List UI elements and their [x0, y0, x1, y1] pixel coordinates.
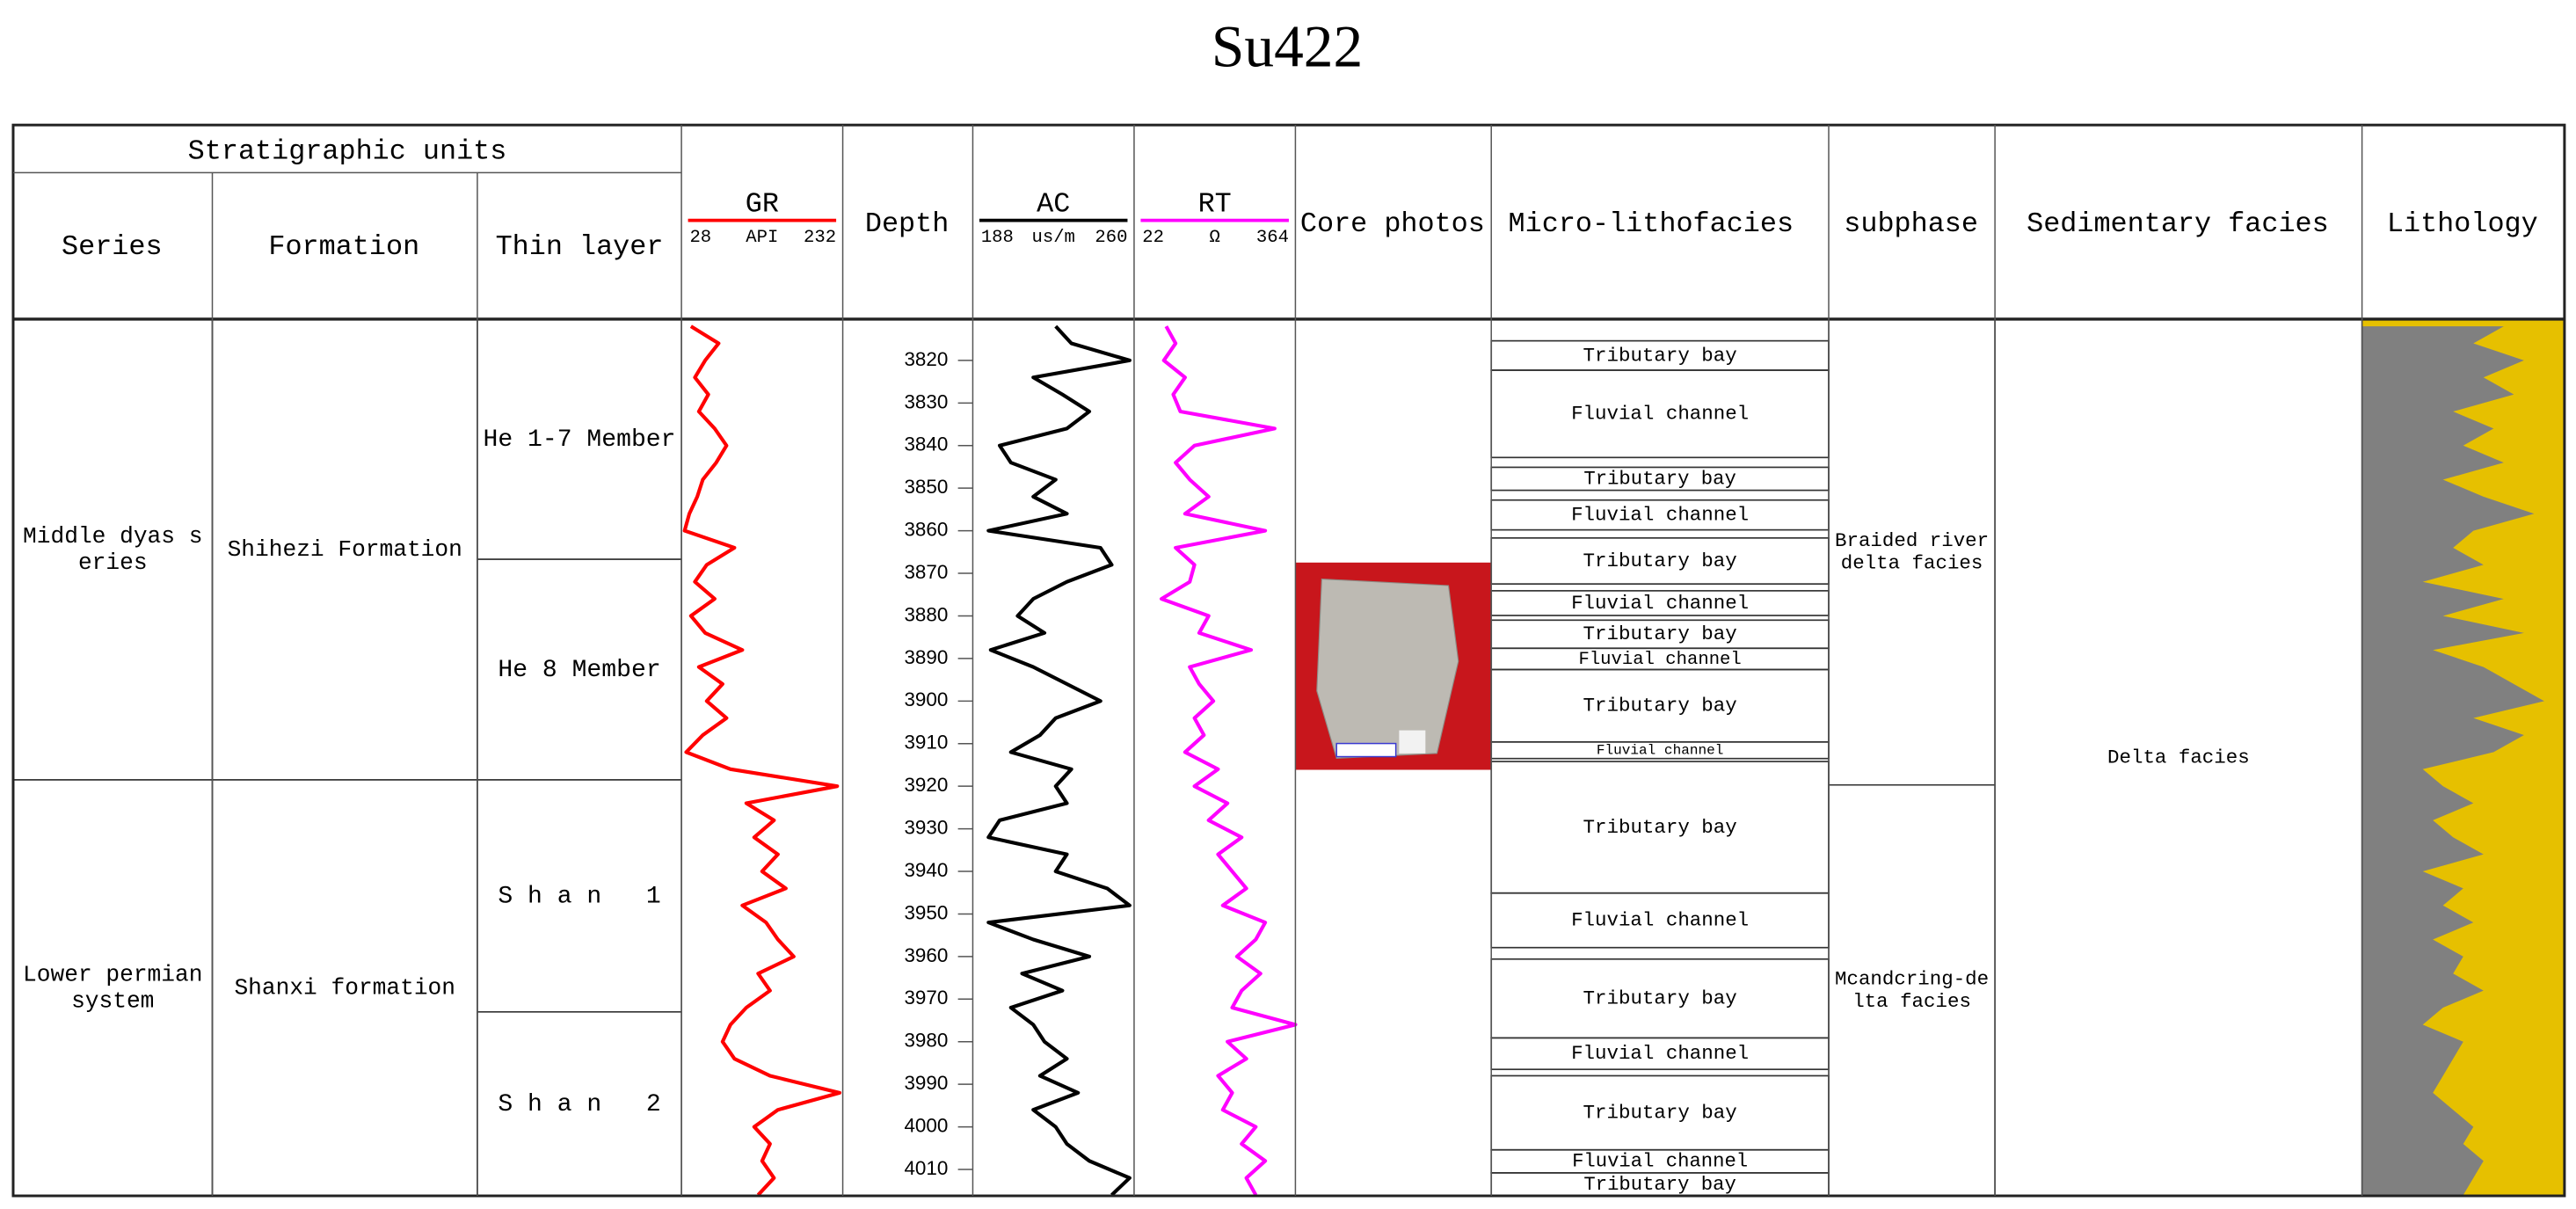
- lithology-shale: [2361, 326, 2544, 1196]
- depth-tick-label: 3970: [904, 987, 948, 1009]
- depth-tick-label: 3860: [904, 519, 948, 541]
- depth-tick-label: 3830: [904, 390, 948, 412]
- scale-max: 232: [804, 228, 836, 248]
- depth-tick-label: 3910: [904, 732, 948, 754]
- depth-tick-label: 3950: [904, 901, 948, 923]
- microfacies-label: Tributary bay: [1583, 623, 1737, 645]
- header: Stratigraphic units: [188, 136, 507, 168]
- depth-tick-label: 3990: [904, 1072, 948, 1094]
- microfacies-label: Tributary bay: [1583, 467, 1736, 490]
- series-label: Lower permian: [23, 961, 202, 987]
- thin-layer-label: He 1-7 Member: [484, 426, 676, 454]
- curve-name: RT: [1198, 188, 1232, 220]
- chart-title: Su422: [1212, 13, 1363, 79]
- microfacies-label: Fluvial channel: [1571, 592, 1749, 615]
- microfacies-label: Tributary bay: [1583, 550, 1737, 572]
- subphase-label: Braided river: [1835, 529, 1989, 552]
- formation-label: Shanxi formation: [234, 974, 455, 1001]
- thin-layer-label: S h a n 2: [498, 1091, 660, 1118]
- subphase-label: Mcandcring-de: [1835, 967, 1989, 990]
- log-curve: [1160, 325, 1298, 1197]
- microfacies-label: Fluvial channel: [1597, 742, 1724, 758]
- microfacies-label: Fluvial channel: [1571, 909, 1749, 932]
- series-label: eries: [78, 550, 148, 576]
- microfacies-label: Tributary bay: [1583, 987, 1737, 1010]
- depth-tick-label: 3850: [904, 476, 948, 498]
- depth-tick-label: 3890: [904, 646, 948, 668]
- depth-tick-label: 3840: [904, 433, 948, 455]
- depth-tick-label: 3870: [904, 561, 948, 583]
- header: Micro-lithofacies: [1509, 208, 1794, 240]
- table-border: [11, 123, 2566, 1198]
- thin-layer-label: S h a n 1: [498, 883, 660, 910]
- scale-min: 188: [981, 228, 1014, 248]
- log-curve: [986, 324, 1132, 1197]
- curve-name: AC: [1037, 188, 1070, 220]
- formation-label: Shihezi Formation: [228, 536, 462, 563]
- header: Core photos: [1300, 208, 1485, 240]
- microfacies-label: Fluvial channel: [1571, 1042, 1749, 1065]
- sedimentary-facies-label: Delta facies: [2107, 746, 2250, 768]
- microfacies-label: Fluvial channel: [1572, 1150, 1748, 1173]
- depth-tick-label: 3960: [904, 944, 948, 966]
- series-label: system: [71, 987, 154, 1014]
- thin-layer-label: He 8 Member: [498, 657, 660, 684]
- scale-unit: Ω: [1210, 228, 1220, 248]
- header: Thin layer: [496, 231, 664, 263]
- microfacies-label: Fluvial channel: [1571, 403, 1749, 426]
- microfacies-label: Tributary bay: [1583, 1102, 1737, 1125]
- scale-min: 22: [1142, 228, 1164, 248]
- header: Series: [62, 231, 163, 263]
- table-lines: [11, 123, 2566, 1198]
- microfacies-label: Fluvial channel: [1571, 504, 1749, 527]
- log-curve: [682, 324, 842, 1197]
- depth-tick-label: 3940: [904, 859, 948, 881]
- core-photo: [1295, 562, 1492, 770]
- subphase-label: delta facies: [1841, 552, 1983, 575]
- rock-sample: [1316, 578, 1459, 759]
- header: Depth: [865, 208, 949, 240]
- microfacies-label: Tributary bay: [1583, 695, 1737, 717]
- sample-tag: [1399, 730, 1426, 754]
- series-label: Middle dyas s: [23, 523, 202, 550]
- microfacies-label: Tributary bay: [1583, 344, 1737, 367]
- depth-tick-label: 3930: [904, 817, 948, 839]
- curve-name: GR: [746, 188, 779, 220]
- depth-tick-label: 3900: [904, 688, 948, 710]
- scale-unit: API: [746, 228, 778, 248]
- depth-tick-label: 3820: [904, 348, 948, 370]
- header: Formation: [268, 231, 419, 263]
- depth-tick-label: 3920: [904, 774, 948, 796]
- scale-unit: us/m: [1031, 228, 1074, 248]
- scale-max: 260: [1095, 228, 1127, 248]
- header: subphase: [1844, 208, 1978, 240]
- scale-min: 28: [689, 228, 711, 248]
- depth-tick-label: 3980: [904, 1030, 948, 1052]
- scale-max: 364: [1256, 228, 1289, 248]
- microfacies-label: Tributary bay: [1583, 1173, 1736, 1196]
- microfacies-label: Fluvial channel: [1578, 650, 1741, 670]
- depth-tick-label: 4000: [904, 1115, 948, 1137]
- microfacies-label: Tributary bay: [1583, 816, 1737, 839]
- scale-bar: [1335, 742, 1397, 758]
- header: Sedimentary facies: [2027, 208, 2329, 240]
- depth-tick-label: 3880: [904, 603, 948, 625]
- subphase-label: lta facies: [1852, 990, 1971, 1013]
- header: Lithology: [2387, 208, 2538, 240]
- depth-tick-label: 4010: [904, 1157, 948, 1179]
